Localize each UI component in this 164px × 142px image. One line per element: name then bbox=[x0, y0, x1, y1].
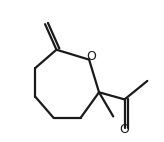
Text: O: O bbox=[120, 123, 130, 136]
Text: O: O bbox=[86, 50, 96, 63]
